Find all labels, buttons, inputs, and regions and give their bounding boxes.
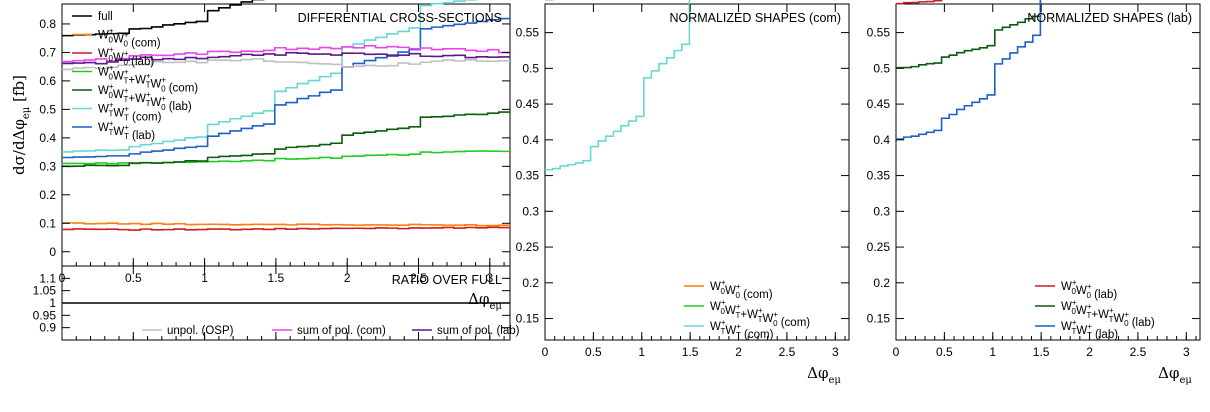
y-axis-label: dσ/dΔφeμ [fb]: [10, 75, 32, 175]
x-tick-label: 0.5: [125, 271, 142, 285]
y-tick-label: 0.5: [873, 61, 890, 75]
y-tick-label: 0.4: [873, 133, 890, 147]
series-line: [62, 222, 510, 227]
plot-frames: [61, 3, 1201, 341]
x-axis-label: Δφeμ: [807, 364, 841, 386]
y-tick-label: 0.2: [522, 276, 539, 290]
x-tick-label: 3: [832, 345, 839, 359]
series-line: [62, 150, 510, 165]
series-line: [896, 0, 943, 5]
x-tick-label: 3: [1183, 345, 1190, 359]
y-tick-label: 0.15: [867, 312, 891, 326]
series-line: [62, 57, 510, 71]
y-tick-label: 0.45: [516, 97, 540, 111]
legend-label: W+ 0W+ 0 (lab): [1061, 278, 1117, 301]
y-tick-label: 0.35: [867, 169, 891, 183]
legend-label: W+ 0W+ T+W+ TW+ 0 (com): [710, 298, 810, 329]
y-tick-label: 0.3: [522, 204, 539, 218]
x-tick-label: 2.5: [779, 345, 796, 359]
y-tick-label: 0.55: [516, 26, 540, 40]
x-axis-label: Δφeμ: [1158, 364, 1192, 386]
legend-label: W+ 0W+ T+W+ TW+ 0 (lab): [1061, 298, 1155, 329]
y-tick-label: 0.45: [867, 97, 891, 111]
x-tick-label: 1.5: [268, 271, 285, 285]
y-tick-label: 0.15: [516, 312, 540, 326]
y-tick-label: 0.25: [867, 240, 891, 254]
legend-label: W+ 0W+ 0 (com): [98, 27, 161, 50]
y-tick-label: 0.2: [873, 276, 890, 290]
legend-label: sum of pol. (lab): [437, 325, 520, 337]
y-tick-label: 0.6: [39, 74, 56, 88]
legend-label: W+ TW+ T (lab): [98, 119, 155, 142]
x-tick-label: 0.5: [585, 345, 602, 359]
series-line: [62, 17, 510, 159]
series-line: [62, 226, 510, 231]
plot-frame: [895, 3, 1201, 341]
x-tick-label: 2.5: [410, 271, 427, 285]
y-tick-label: 0.5: [39, 102, 56, 116]
series-line: [545, 0, 691, 171]
legend-label: W+ TW+ T (com): [710, 318, 774, 341]
x-tick-label: 0: [59, 271, 66, 285]
y-tick-label: 0.9: [39, 321, 56, 335]
legend-label: W+ 0W+ T+W+ TW+ 0 (lab): [98, 82, 192, 113]
chart-texts: 0 0.1 0.2 0.3 0.4 0.5 0.6 0.7 0.8 0 0.5 1 1.5 2 2.5 3 DI…: [10, 11, 1192, 386]
y-tick-label: 1: [49, 296, 56, 310]
series-line: [62, 45, 510, 63]
legend-label: unpol. (OSP): [167, 325, 234, 337]
x-axis-label: Δφeμ: [468, 290, 502, 312]
panel-title: NORMALIZED SHAPES (com): [669, 11, 841, 25]
panel-title: RATIO OVER FULL: [392, 273, 502, 287]
legend-label: sum of pol. (com): [297, 325, 386, 337]
y-tick-label: 1.05: [33, 284, 57, 298]
y-tick-label: 1.1: [39, 271, 56, 285]
y-tick-label: 0.35: [516, 169, 540, 183]
series-line: [62, 51, 510, 65]
series-line: [896, 0, 1042, 140]
x-tick-label: 3: [486, 271, 493, 285]
x-tick-label: 1.5: [682, 345, 699, 359]
y-tick-label: 0.95: [33, 308, 57, 322]
x-tick-label: 1.5: [1033, 345, 1050, 359]
panel-title: DIFFERENTIAL CROSS-SECTIONS: [298, 11, 502, 25]
y-tick-label: 0.7: [39, 45, 56, 59]
x-tick-label: 2: [735, 345, 742, 359]
y-tick-label: 0.25: [516, 240, 540, 254]
y-tick-label: 0.3: [39, 159, 56, 173]
x-tick-label: 1: [201, 271, 208, 285]
series-line: [62, 111, 510, 168]
x-tick-label: 1: [638, 345, 645, 359]
y-tick-label: 0.1: [39, 216, 56, 230]
panel-title: NORMALIZED SHAPES (lab): [1027, 11, 1192, 25]
x-tick-label: 2.5: [1130, 345, 1147, 359]
y-tick-label: 0.55: [867, 26, 891, 40]
y-tick-label: 0.5: [522, 61, 539, 75]
legend-label: W+ TW+ T (com): [98, 101, 162, 124]
chart-marks: [62, 0, 1042, 304]
x-tick-label: 2: [344, 271, 351, 285]
legend-label: full: [98, 11, 113, 23]
legend-label: W+ TW+ T (lab): [1061, 318, 1118, 341]
series-line: [62, 0, 478, 153]
y-tick-label: 0.3: [873, 204, 890, 218]
y-tick-label: 0.4: [522, 133, 539, 147]
legend-label: W+ 0W+ 0 (lab): [98, 45, 154, 68]
series-line: [896, 0, 1042, 69]
axis-ticks: [61, 4, 1200, 340]
y-tick-label: 0.8: [39, 17, 56, 31]
x-tick-label: 1: [989, 345, 996, 359]
x-tick-label: 0: [893, 345, 900, 359]
plot-frame: [544, 3, 850, 341]
series-line: [62, 0, 265, 37]
y-tick-label: 0: [49, 245, 56, 259]
legend-label: W+ 0W+ T+W+ TW+ 0 (com): [98, 64, 198, 95]
y-tick-label: 0.2: [39, 188, 56, 202]
x-tick-label: 0: [542, 345, 549, 359]
legend-label: W+ 0W+ 0 (com): [710, 278, 773, 301]
y-tick-label: 0.4: [39, 131, 56, 145]
x-tick-label: 0.5: [936, 345, 953, 359]
x-tick-label: 2: [1086, 345, 1093, 359]
